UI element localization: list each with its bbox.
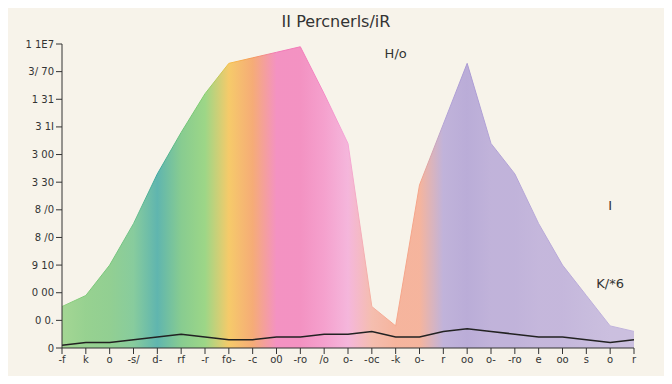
svg-text:-oc: -oc [364, 354, 379, 365]
svg-text:r: r [441, 354, 446, 365]
svg-text:-s/: -s/ [127, 354, 140, 365]
svg-text:9 10: 9 10 [32, 260, 54, 271]
svg-text:1 1E7: 1 1E7 [25, 39, 54, 50]
svg-text:I: I [608, 198, 612, 213]
svg-text:3/ 70: 3/ 70 [28, 66, 54, 77]
svg-text:k: k [83, 354, 89, 365]
svg-text:s: s [584, 354, 589, 365]
svg-text:-c: -c [248, 354, 257, 365]
svg-text:8 /0: 8 /0 [35, 232, 54, 243]
svg-text:-r: -r [201, 354, 210, 365]
svg-text:-f: -f [58, 354, 66, 365]
svg-text:o-: o- [415, 354, 425, 365]
svg-text:-ro: -ro [294, 354, 308, 365]
svg-text:1 31: 1 31 [32, 94, 54, 105]
svg-text:fo-: fo- [222, 354, 236, 365]
svg-text:0: 0 [48, 343, 54, 354]
svg-text:d-: d- [152, 354, 162, 365]
svg-text:r: r [632, 354, 637, 365]
svg-text:0 00: 0 00 [32, 287, 54, 298]
svg-text:o: o [607, 354, 613, 365]
svg-text:-k: -k [391, 354, 401, 365]
svg-text:H/o: H/o [385, 46, 407, 61]
svg-text:o-: o- [343, 354, 353, 365]
svg-text:0 0.: 0 0. [35, 315, 54, 326]
svg-text:rf: rf [177, 354, 185, 365]
svg-text:8 /0: 8 /0 [35, 204, 54, 215]
svg-text:e: e [536, 354, 542, 365]
html-text:II Percnerls/iR: II Percnerls/iR [281, 12, 391, 31]
svg-text:3 1I: 3 1I [35, 121, 54, 132]
svg-text:K/*6: K/*6 [596, 276, 624, 291]
svg-text:oo: oo [556, 354, 568, 365]
svg-text:/o: /o [319, 354, 329, 365]
svg-text:o: o [107, 354, 113, 365]
svg-text:3 30: 3 30 [32, 177, 54, 188]
svg-text:-ro: -ro [508, 354, 522, 365]
svg-text:3 00: 3 00 [32, 149, 54, 160]
svg-text:o-: o- [486, 354, 496, 365]
svg-text:o0: o0 [270, 354, 282, 365]
svg-text:oo: oo [461, 354, 473, 365]
